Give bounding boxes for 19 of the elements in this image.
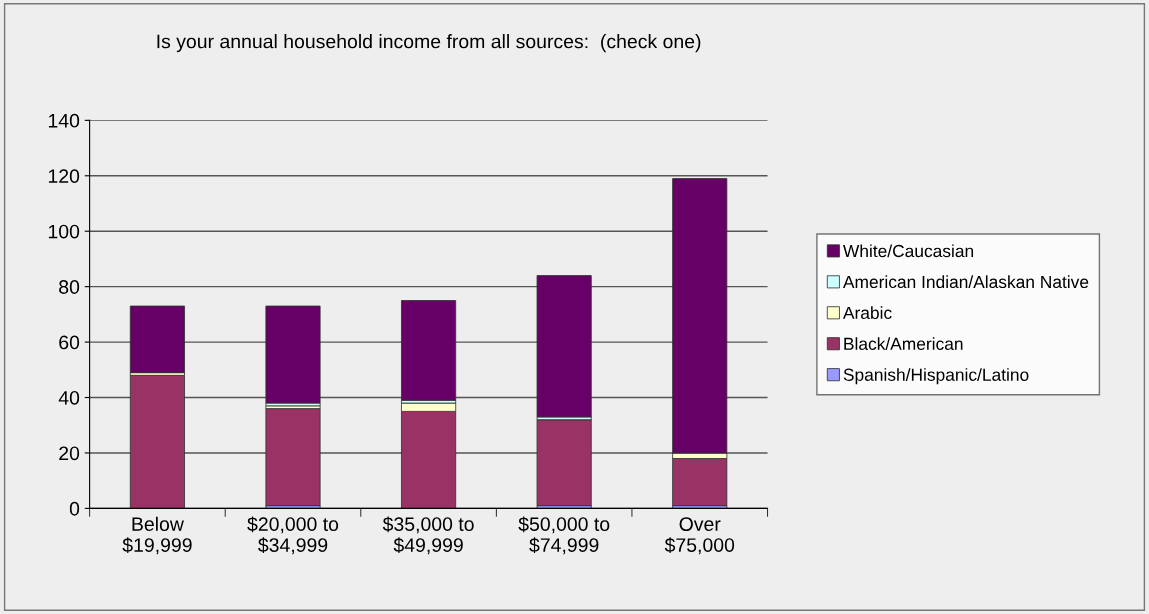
x-tick-label: $35,000 to $49,999 xyxy=(382,516,474,555)
legend-label: White/Caucasian xyxy=(843,244,974,258)
x-tick-label: $20,000 to $34,999 xyxy=(247,516,339,555)
legend-label: American Indian/Alaskan Native xyxy=(842,275,1089,289)
legend-label: Spanish/Hispanic/Latino xyxy=(843,368,1029,385)
x-tick-label: Below $19,999 xyxy=(122,516,192,555)
y-tick-label: 0 xyxy=(69,501,80,516)
x-tick-label: $50,000 to $74,999 xyxy=(518,516,610,555)
y-tick-label: 120 xyxy=(48,169,80,184)
y-tick-label: 140 xyxy=(48,113,80,128)
x-tick-label: Over $75,000 xyxy=(664,517,735,555)
y-tick-label: 80 xyxy=(59,280,80,294)
y-tick-label: 40 xyxy=(58,390,80,405)
y-tick-label: 60 xyxy=(59,335,80,350)
legend-label: Black/American xyxy=(844,337,963,350)
y-tick-label: 20 xyxy=(59,446,80,461)
chart-title: Is your annual household income from all sources: (check one) xyxy=(157,34,701,53)
legend-label: Arabic xyxy=(842,306,892,320)
y-tick-label: 100 xyxy=(48,224,80,239)
